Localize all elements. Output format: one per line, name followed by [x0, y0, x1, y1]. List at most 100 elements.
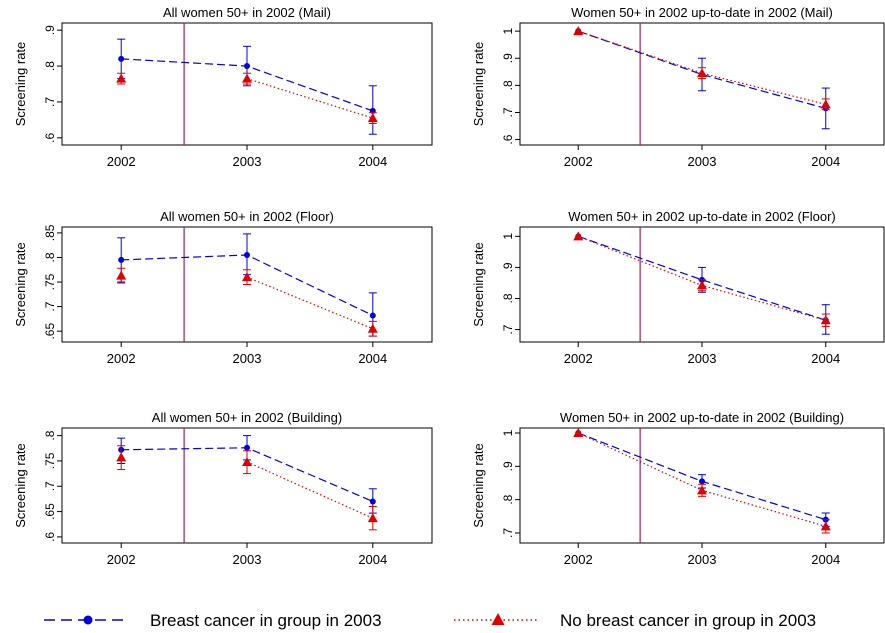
y-axis-title: Screening rate [471, 242, 486, 327]
legend: Breast cancer in group in 2003 No breast… [44, 611, 816, 630]
x-tick-label: 2004 [358, 552, 387, 567]
y-tick-label: .75 [43, 452, 57, 469]
y-axis-title: Screening rate [13, 443, 28, 528]
data-point-no-breast-cancer [573, 26, 584, 36]
x-tick-label: 2002 [107, 552, 136, 567]
x-tick-label: 2002 [107, 351, 136, 366]
series-line-no-breast-cancer [246, 78, 373, 119]
data-point-no-breast-cancer [697, 68, 707, 78]
panel-title: Women 50+ in 2002 up-to-date in 2002 (Fl… [568, 209, 836, 224]
y-tick-label: .7 [501, 324, 515, 334]
x-tick-label: 2004 [811, 154, 840, 169]
panel-4: Women 50+ in 2002 up-to-date in 2002 (Fl… [471, 209, 885, 366]
legend-label-breast-cancer: Breast cancer in group in 2003 [150, 611, 382, 630]
x-tick-label: 2004 [811, 351, 840, 366]
y-axis-title: Screening rate [471, 42, 486, 127]
y-tick-label: .85 [43, 224, 57, 241]
y-tick-label: 1 [501, 429, 515, 436]
y-tick-label: .6 [43, 132, 57, 142]
data-point-no-breast-cancer [242, 73, 252, 83]
y-tick-label: .9 [43, 25, 57, 35]
legend-item-breast-cancer: Breast cancer in group in 2003 [44, 611, 382, 630]
data-point-no-breast-cancer [116, 270, 127, 280]
y-tick-label: .6 [501, 134, 515, 144]
data-point-breast-cancer [118, 55, 125, 62]
x-tick-label: 2003 [688, 552, 717, 567]
data-point-breast-cancer [244, 444, 250, 451]
panel-6: Women 50+ in 2002 up-to-date in 2002 (Bu… [471, 410, 885, 567]
data-point-no-breast-cancer [573, 428, 584, 437]
data-point-breast-cancer [369, 312, 376, 319]
y-tick-label: .8 [43, 252, 57, 262]
y-tick-label: .7 [501, 107, 515, 117]
x-tick-label: 2003 [233, 154, 262, 169]
data-point-no-breast-cancer [820, 99, 831, 109]
legend-label-no-breast-cancer: No breast cancer in group in 2003 [560, 611, 816, 630]
y-tick-label: .8 [501, 494, 515, 504]
x-tick-label: 2003 [233, 351, 262, 366]
y-tick-label: .8 [43, 61, 57, 71]
data-point-no-breast-cancer [367, 513, 378, 523]
y-axis-title: Screening rate [13, 242, 28, 327]
y-tick-label: .65 [43, 503, 57, 520]
panel-title: All women 50+ in 2002 (Mail) [163, 5, 331, 20]
panel-3: All women 50+ in 2002 (Floor) .65 .7 .75 .8.… [13, 209, 433, 366]
x-tick-label: 2002 [564, 154, 593, 169]
y-tick-label: .9 [501, 53, 515, 63]
y-tick-label: .8 [501, 80, 515, 90]
data-point-breast-cancer [369, 498, 376, 505]
data-point-no-breast-cancer [820, 315, 831, 325]
y-tick-label: .9 [501, 262, 515, 272]
data-point-breast-cancer [699, 478, 705, 485]
data-point-no-breast-cancer [116, 73, 127, 83]
data-point-no-breast-cancer [242, 272, 252, 282]
y-tick-label: 1 [501, 233, 515, 240]
data-point-no-breast-cancer [367, 323, 378, 333]
y-tick-label: .8 [43, 430, 57, 440]
panel-title: Women 50+ in 2002 up-to-date in 2002 (Bu… [560, 410, 844, 425]
panel-title: All women 50+ in 2002 (Building) [152, 410, 342, 425]
data-point-no-breast-cancer [573, 231, 584, 241]
data-point-no-breast-cancer [697, 280, 707, 290]
y-tick-label: .9 [501, 461, 515, 471]
data-point-breast-cancer [244, 63, 250, 70]
series-line-breast-cancer [578, 30, 826, 109]
y-tick-label: .7 [43, 301, 57, 311]
legend-marker-triangle [491, 613, 505, 625]
x-tick-label: 2003 [688, 351, 717, 366]
panel-title: All women 50+ in 2002 (Floor) [160, 209, 334, 224]
y-tick-label: .6 [43, 532, 57, 542]
data-point-no-breast-cancer [820, 521, 831, 531]
series-line-breast-cancer [578, 235, 826, 321]
series-line-no-breast-cancer [246, 276, 374, 330]
x-tick-label: 2004 [358, 154, 387, 169]
x-tick-label: 2002 [564, 351, 593, 366]
y-tick-label: .7 [501, 528, 515, 538]
x-tick-label: 2002 [107, 154, 136, 169]
panels: All women 50+ in 2002 (Mail) .6 .7 .8 .9 Scre… [13, 5, 885, 567]
y-tick-label: 1 [501, 27, 515, 34]
x-tick-label: 2004 [358, 351, 387, 366]
y-axis-title: Screening rate [471, 443, 486, 528]
panel-1: All women 50+ in 2002 (Mail) .6 .7 .8 .9 Scre… [13, 5, 433, 169]
y-tick-label: .7 [43, 481, 57, 491]
y-tick-label: .65 [43, 323, 57, 340]
legend-item-no-breast-cancer: No breast cancer in group in 2003 [454, 611, 816, 630]
panel-2: Women 50+ in 2002 up-to-date in 2002 (Ma… [471, 5, 885, 169]
data-point-no-breast-cancer [116, 452, 127, 462]
data-point-no-breast-cancer [367, 113, 378, 123]
y-tick-label: .7 [43, 97, 57, 107]
x-tick-label: 2004 [811, 552, 840, 567]
data-point-no-breast-cancer [697, 485, 707, 495]
y-axis-title: Screening rate [13, 42, 28, 127]
y-tick-label: .8 [501, 293, 515, 303]
panel-title: Women 50+ in 2002 up-to-date in 2002 (Ma… [571, 5, 833, 20]
x-tick-label: 2002 [564, 552, 593, 567]
series-line-no-breast-cancer [246, 461, 374, 519]
x-tick-label: 2003 [688, 154, 717, 169]
data-point-breast-cancer [118, 256, 125, 263]
data-point-no-breast-cancer [242, 456, 252, 466]
panel-5: All women 50+ in 2002 (Building) .6 .65 .7.… [13, 410, 433, 567]
legend-marker-circle [83, 615, 93, 625]
